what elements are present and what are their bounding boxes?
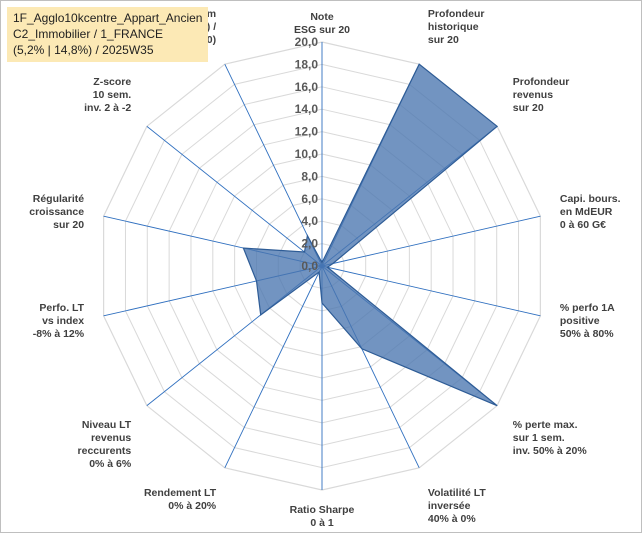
radial-tick-label: 4,0 xyxy=(301,214,318,228)
chart-title-line: 1F_Agglo10kcentre_Appart_Ancien xyxy=(13,11,203,25)
radial-spoke xyxy=(321,215,541,267)
radial-tick-label: 10,0 xyxy=(295,147,319,161)
radial-tick-label: 0,0 xyxy=(301,259,318,273)
radial-tick-label: 6,0 xyxy=(301,192,318,206)
radial-tick-label: 16,0 xyxy=(295,80,319,94)
radial-spoke xyxy=(224,63,323,267)
radial-tick-labels: 0,0 2,0 4,0 6,0 8,0 10,0 12,0 14,0 16,0 18,0 20,0 xyxy=(295,35,319,273)
chart-title: 1F_Agglo10kcentre_Appart_Ancien C2_Immob… xyxy=(7,7,209,62)
radial-tick-label: 14,0 xyxy=(295,102,319,116)
category-label: Perfo. LT vs index -8% à 12% xyxy=(33,302,85,340)
radar-series xyxy=(242,63,499,407)
series-area xyxy=(242,63,499,407)
category-label: Note ESG sur 20 xyxy=(294,11,350,36)
radial-spoke xyxy=(224,265,323,469)
category-label: % perte max. sur 1 sem. inv. 50% à 20% xyxy=(513,419,588,457)
radial-spoke xyxy=(321,265,541,317)
category-label: Profondeur historique sur 20 xyxy=(428,8,485,46)
category-label: Ratio Sharpe 0 à 1 xyxy=(290,504,355,529)
radial-tick-label: 18,0 xyxy=(295,57,319,71)
radial-tick-label: 12,0 xyxy=(295,125,319,139)
category-label: Volatilité LT inversée 40% à 0% xyxy=(428,487,487,525)
category-label: % perfo 1A positive 50% à 80% xyxy=(560,302,615,340)
chart-title-line: (5,2% | 14,8%) / 2025W35 xyxy=(13,43,154,57)
category-label: Régularité croissance sur 20 xyxy=(29,193,84,231)
category-label: Capi. bours. en MdEUR 0 à 60 G€ xyxy=(560,193,621,231)
category-label: Z-score 10 sem. inv. 2 à -2 xyxy=(84,76,131,114)
category-label: Profondeur revenus sur 20 xyxy=(513,76,570,114)
radial-tick-label: 2,0 xyxy=(301,237,318,251)
category-label: Rendement LT 0% à 20% xyxy=(144,487,217,512)
category-label: Niveau LT revenus reccurents 0% à 6% xyxy=(78,419,132,470)
chart-title-line: C2_Immobilier / 1_FRANCE xyxy=(13,27,164,41)
radial-spoke xyxy=(146,125,323,267)
radial-tick-label: 20,0 xyxy=(295,35,319,49)
radial-tick-label: 8,0 xyxy=(301,169,318,183)
